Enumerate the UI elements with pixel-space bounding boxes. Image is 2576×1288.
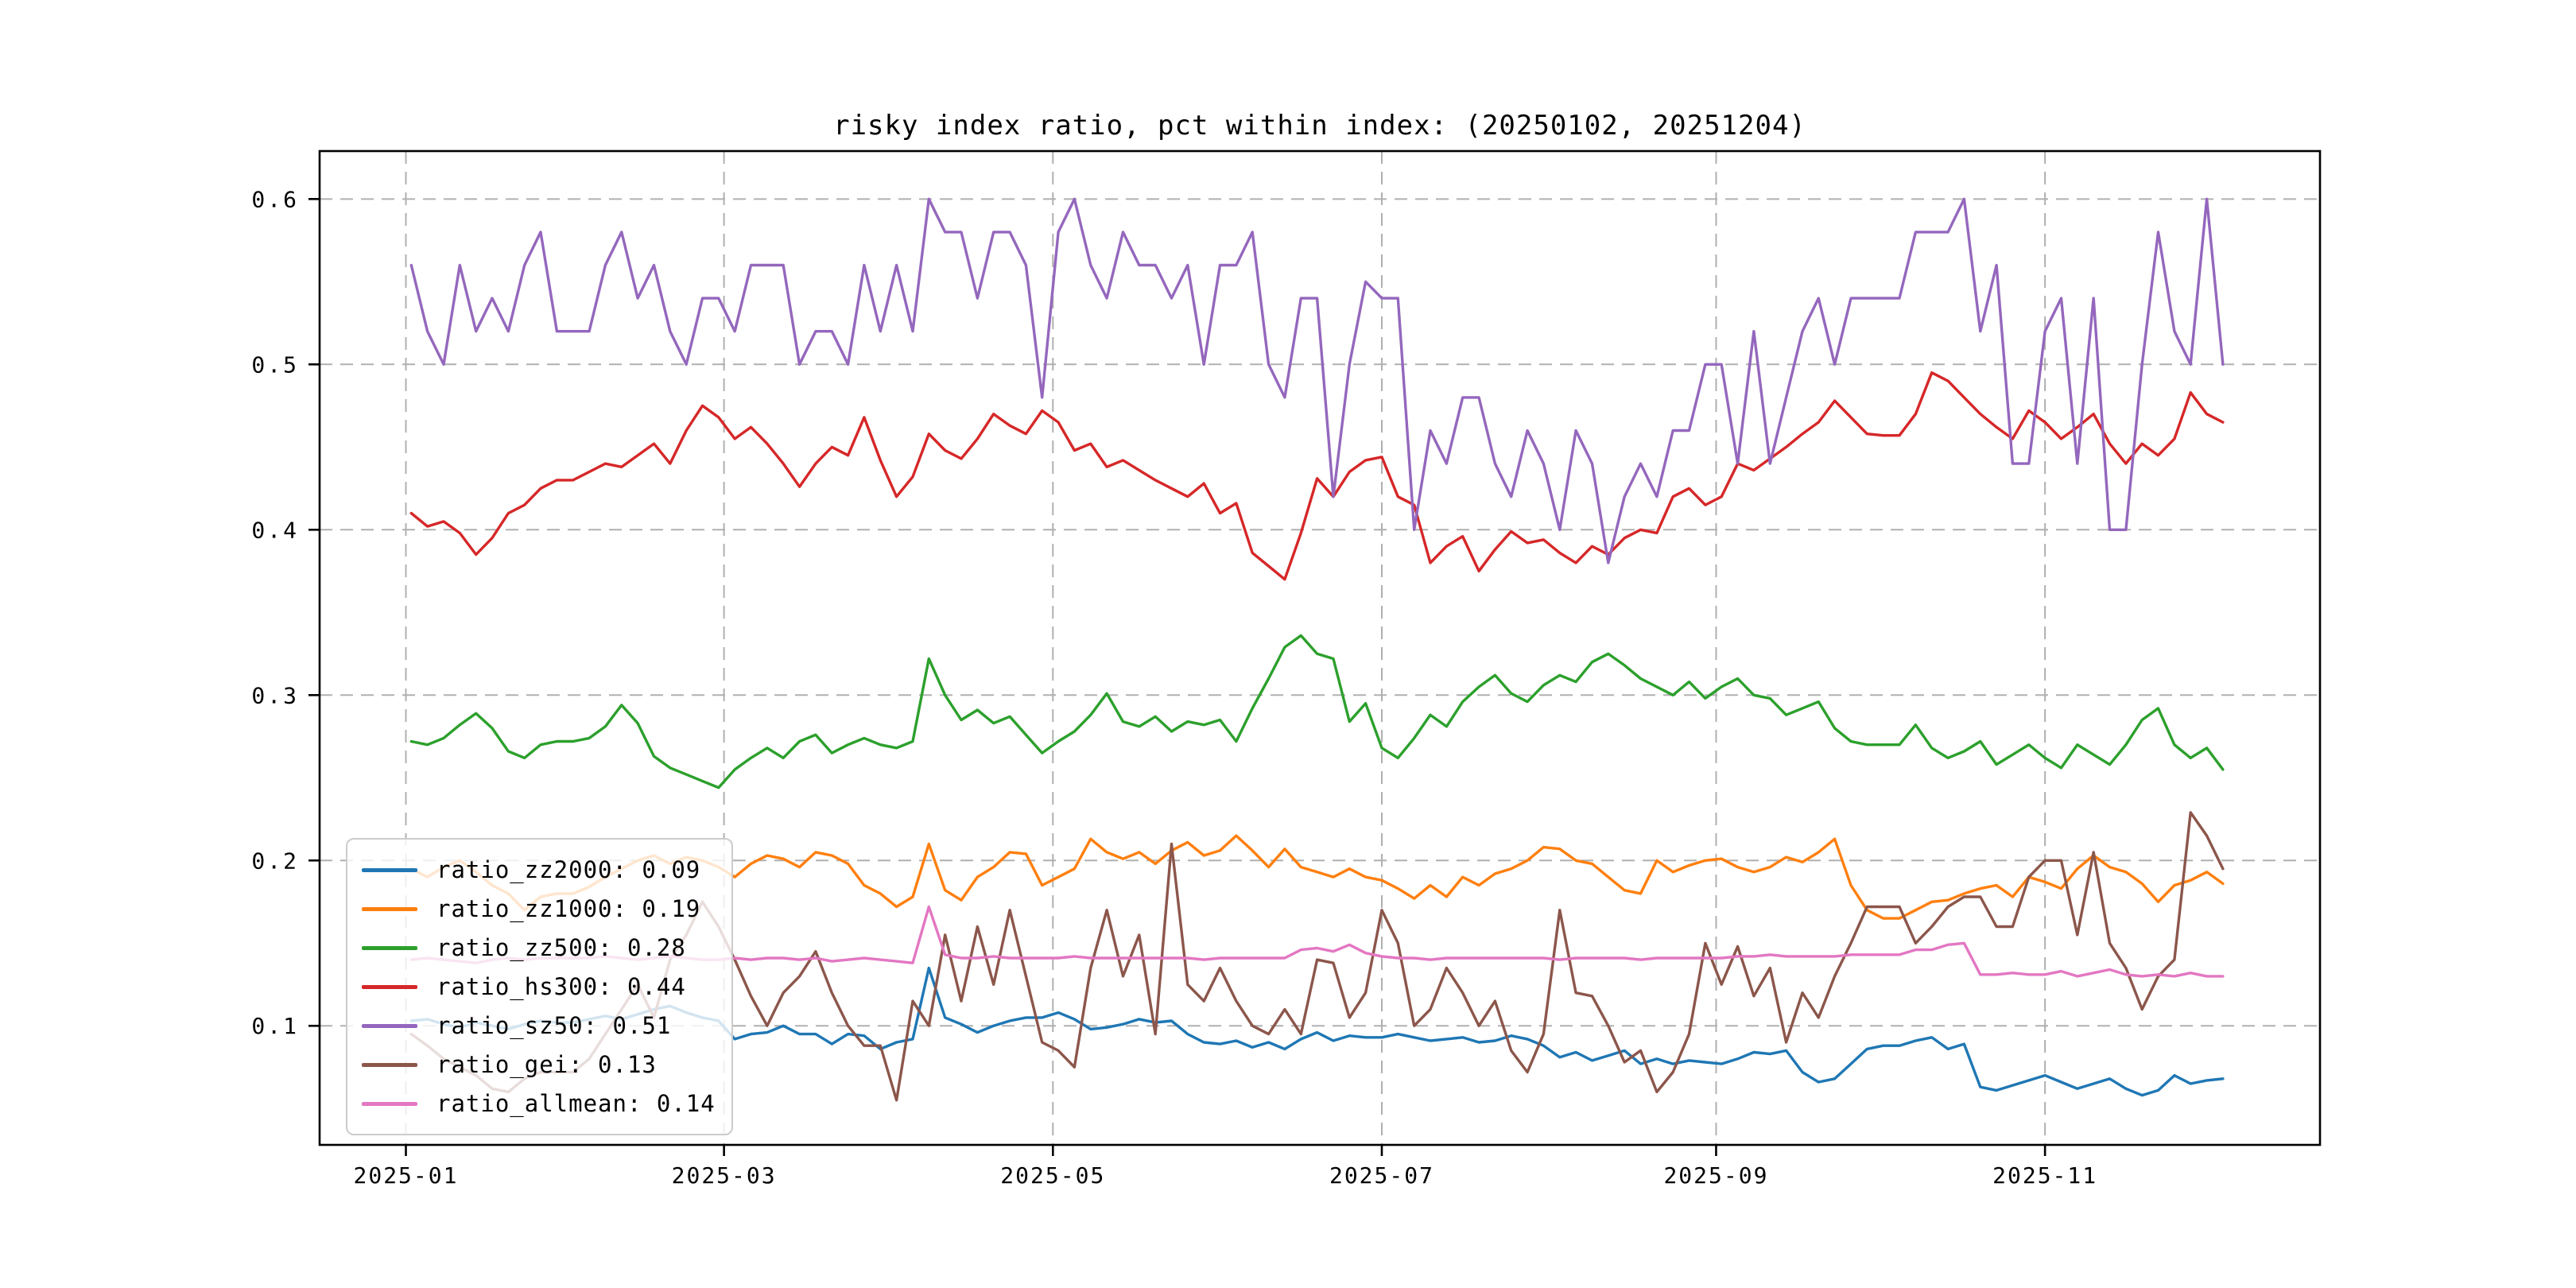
legend-label-ratio_gei: ratio_gei: 0.13 bbox=[436, 1051, 657, 1078]
legend-item: ratio_gei: 0.13 bbox=[362, 1047, 717, 1082]
legend-label-ratio_zz2000: ratio_zz2000: 0.09 bbox=[436, 856, 701, 883]
legend-label-ratio_zz1000: ratio_zz1000: 0.19 bbox=[436, 895, 701, 922]
axes-spines bbox=[318, 149, 2322, 1146]
y-axis-tick-label: 0.2 bbox=[251, 848, 299, 874]
legend-label-ratio_hs300: ratio_hs300: 0.44 bbox=[436, 973, 686, 1000]
legend-swatch-ratio_zz500 bbox=[362, 945, 417, 950]
y-axis-tick-label: 0.3 bbox=[251, 682, 299, 708]
legend-swatch-ratio_zz1000 bbox=[362, 906, 417, 911]
x-axis-tick-label: 2025-05 bbox=[1000, 1162, 1105, 1189]
chart-title: risky index ratio, pct within index: (20… bbox=[833, 110, 1806, 142]
y-axis-tick-label: 0.5 bbox=[251, 351, 299, 378]
x-axis-tick-label: 2025-01 bbox=[353, 1162, 458, 1189]
legend-label-ratio_allmean: ratio_allmean: 0.14 bbox=[436, 1090, 716, 1117]
legend-label-ratio_zz500: ratio_zz500: 0.28 bbox=[436, 934, 686, 961]
legend-item: ratio_zz2000: 0.09 bbox=[362, 852, 717, 887]
x-axis-tick-label: 2025-07 bbox=[1329, 1162, 1434, 1189]
legend-swatch-ratio_gei bbox=[362, 1062, 417, 1067]
x-axis-tick-label: 2025-03 bbox=[672, 1162, 777, 1189]
legend-label-ratio_sz50: ratio_sz50: 0.51 bbox=[436, 1012, 672, 1039]
legend-item: ratio_zz500: 0.28 bbox=[362, 930, 717, 965]
series-line-ratio_sz50 bbox=[409, 197, 2225, 564]
y-axis-tick-label: 0.1 bbox=[251, 1013, 299, 1039]
x-axis-tick-label: 2025-09 bbox=[1663, 1162, 1768, 1189]
legend-swatch-ratio_zz2000 bbox=[362, 867, 417, 872]
x-axis-tick-label: 2025-11 bbox=[1992, 1162, 2097, 1189]
legend: ratio_zz2000: 0.09 ratio_zz1000: 0.19 rati… bbox=[346, 838, 733, 1135]
legend-swatch-ratio_allmean bbox=[362, 1101, 417, 1106]
legend-item: ratio_hs300: 0.44 bbox=[362, 969, 717, 1004]
series-line-ratio_zz500 bbox=[409, 634, 2225, 789]
y-axis-tick-label: 0.6 bbox=[251, 186, 299, 212]
legend-swatch-ratio_hs300 bbox=[362, 984, 417, 989]
series-line-ratio_hs300 bbox=[409, 371, 2225, 581]
legend-item: ratio_sz50: 0.51 bbox=[362, 1008, 717, 1043]
legend-item: ratio_zz1000: 0.19 bbox=[362, 891, 717, 926]
legend-swatch-ratio_sz50 bbox=[362, 1023, 417, 1028]
legend-item: ratio_allmean: 0.14 bbox=[362, 1086, 717, 1121]
y-axis-tick-label: 0.4 bbox=[251, 517, 299, 543]
